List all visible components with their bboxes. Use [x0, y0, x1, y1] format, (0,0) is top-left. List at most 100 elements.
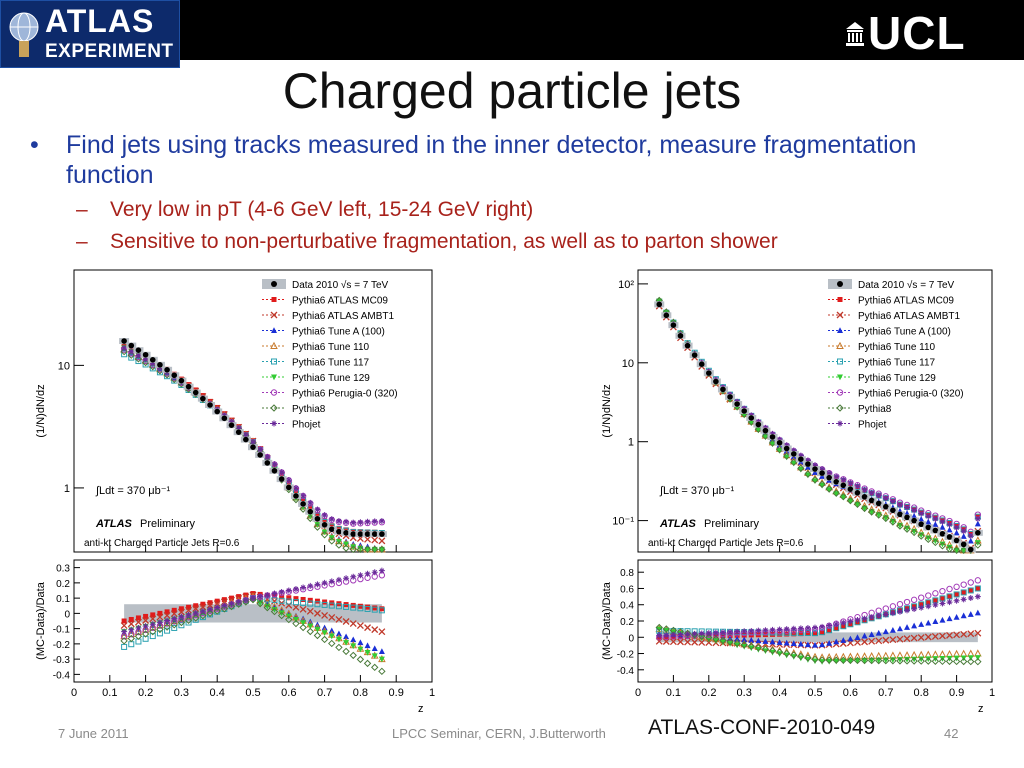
- mc-point: [867, 656, 876, 665]
- mc-point: [755, 637, 762, 644]
- mc-point: [193, 603, 199, 609]
- mc-point: [860, 656, 869, 665]
- mc-point: [127, 620, 135, 628]
- mc-point: [975, 585, 981, 591]
- mc-point: [192, 614, 200, 622]
- mc-point: [263, 603, 272, 612]
- mc-point: [812, 462, 818, 469]
- data-point: [321, 522, 328, 528]
- mc-point: [199, 611, 207, 620]
- mc-point: [783, 626, 790, 633]
- mc-point: [271, 420, 277, 427]
- mc-point: [875, 629, 882, 636]
- mc-point: [896, 657, 904, 665]
- mc-point: [307, 513, 314, 520]
- mc-point: [952, 546, 961, 555]
- mc-point: [120, 347, 128, 356]
- mc-point: [378, 656, 385, 663]
- x-tick-label: 1: [429, 687, 435, 699]
- mc-point: [939, 616, 946, 623]
- mc-point: [727, 629, 734, 636]
- mc-point: [917, 532, 925, 540]
- mc-point: [974, 657, 982, 666]
- mc-point: [818, 480, 826, 489]
- mc-point: [925, 603, 932, 610]
- mc-point: [371, 653, 378, 660]
- mc-point: [741, 636, 748, 643]
- mc-point: [149, 633, 156, 640]
- mc-point: [149, 621, 156, 628]
- mc-point: [769, 649, 776, 656]
- mc-point: [171, 624, 178, 631]
- mc-point: [285, 476, 292, 483]
- legend-entry: Pythia6 Tune 117: [292, 358, 370, 369]
- data-point: [192, 389, 199, 396]
- mc-point: [343, 633, 350, 640]
- mc-point: [790, 640, 797, 647]
- mc-point: [336, 525, 342, 531]
- mc-point: [974, 655, 981, 661]
- mc-point: [364, 642, 371, 649]
- data-point: [875, 500, 882, 507]
- mc-point: [939, 587, 946, 595]
- data-point: [357, 531, 364, 537]
- mc-point: [342, 544, 350, 552]
- mc-point: [170, 375, 178, 384]
- mc-point: [924, 633, 932, 641]
- mc-point: [213, 607, 221, 615]
- x-tick-label: 0: [71, 687, 77, 699]
- mc-point: [946, 631, 953, 639]
- mc-point: [947, 593, 953, 599]
- mc-point: [839, 656, 848, 665]
- data-point: [826, 474, 832, 481]
- mc-point: [854, 638, 861, 646]
- mc-point: [861, 632, 868, 639]
- mc-point: [868, 614, 875, 621]
- footer-center: LPCC Seminar, CERN, J.Butterworth: [392, 726, 606, 741]
- mc-point: [938, 542, 947, 550]
- mc-point: [314, 512, 320, 518]
- mc-point: [313, 609, 321, 617]
- mc-point: [782, 649, 791, 658]
- data-point: [691, 352, 698, 358]
- mc-point: [762, 638, 769, 644]
- mc-point: [917, 657, 925, 665]
- mc-point: [712, 629, 719, 636]
- mc-point: [953, 583, 960, 591]
- footer-date: 7 June 2011: [58, 726, 129, 741]
- mc-point: [121, 618, 127, 624]
- mc-point: [833, 658, 840, 665]
- data-point: [755, 421, 762, 428]
- mc-point: [946, 526, 953, 533]
- mc-point: [242, 598, 250, 606]
- legend-entry: Pythia6 Tune A (100): [858, 327, 951, 338]
- mc-point: [797, 466, 804, 473]
- mc-point: [313, 523, 322, 531]
- mc-point: [931, 632, 939, 640]
- mc-point: [149, 360, 156, 367]
- mc-point: [946, 615, 953, 622]
- mc-point: [932, 601, 939, 608]
- mc-point: [868, 631, 875, 638]
- x-tick-label: 0.4: [772, 687, 787, 699]
- mc-point: [755, 646, 762, 653]
- mc-point: [925, 592, 932, 599]
- mc-point: [378, 545, 386, 554]
- mc-point: [826, 470, 833, 477]
- mc-point: [931, 657, 940, 665]
- mc-point: [804, 470, 812, 478]
- mc-point: [846, 656, 855, 665]
- data-point: [293, 493, 299, 499]
- mc-point: [335, 616, 343, 623]
- plot-left: 0 0.1 0.2 0.3 0.4 0.5 0.6 0.7 0.8 0.9 1 z 10 1 (1/N)dN…: [30, 262, 442, 718]
- mc-point: [918, 601, 924, 607]
- mc-point: [128, 616, 134, 622]
- data-point: [271, 467, 278, 474]
- y-tick-label: 10: [622, 358, 634, 370]
- mc-point: [846, 496, 855, 505]
- mc-point: [804, 472, 811, 479]
- legend-marker-data-point: [271, 281, 277, 287]
- mc-point: [939, 518, 946, 525]
- mc-point: [836, 404, 844, 412]
- mc-point: [663, 628, 670, 634]
